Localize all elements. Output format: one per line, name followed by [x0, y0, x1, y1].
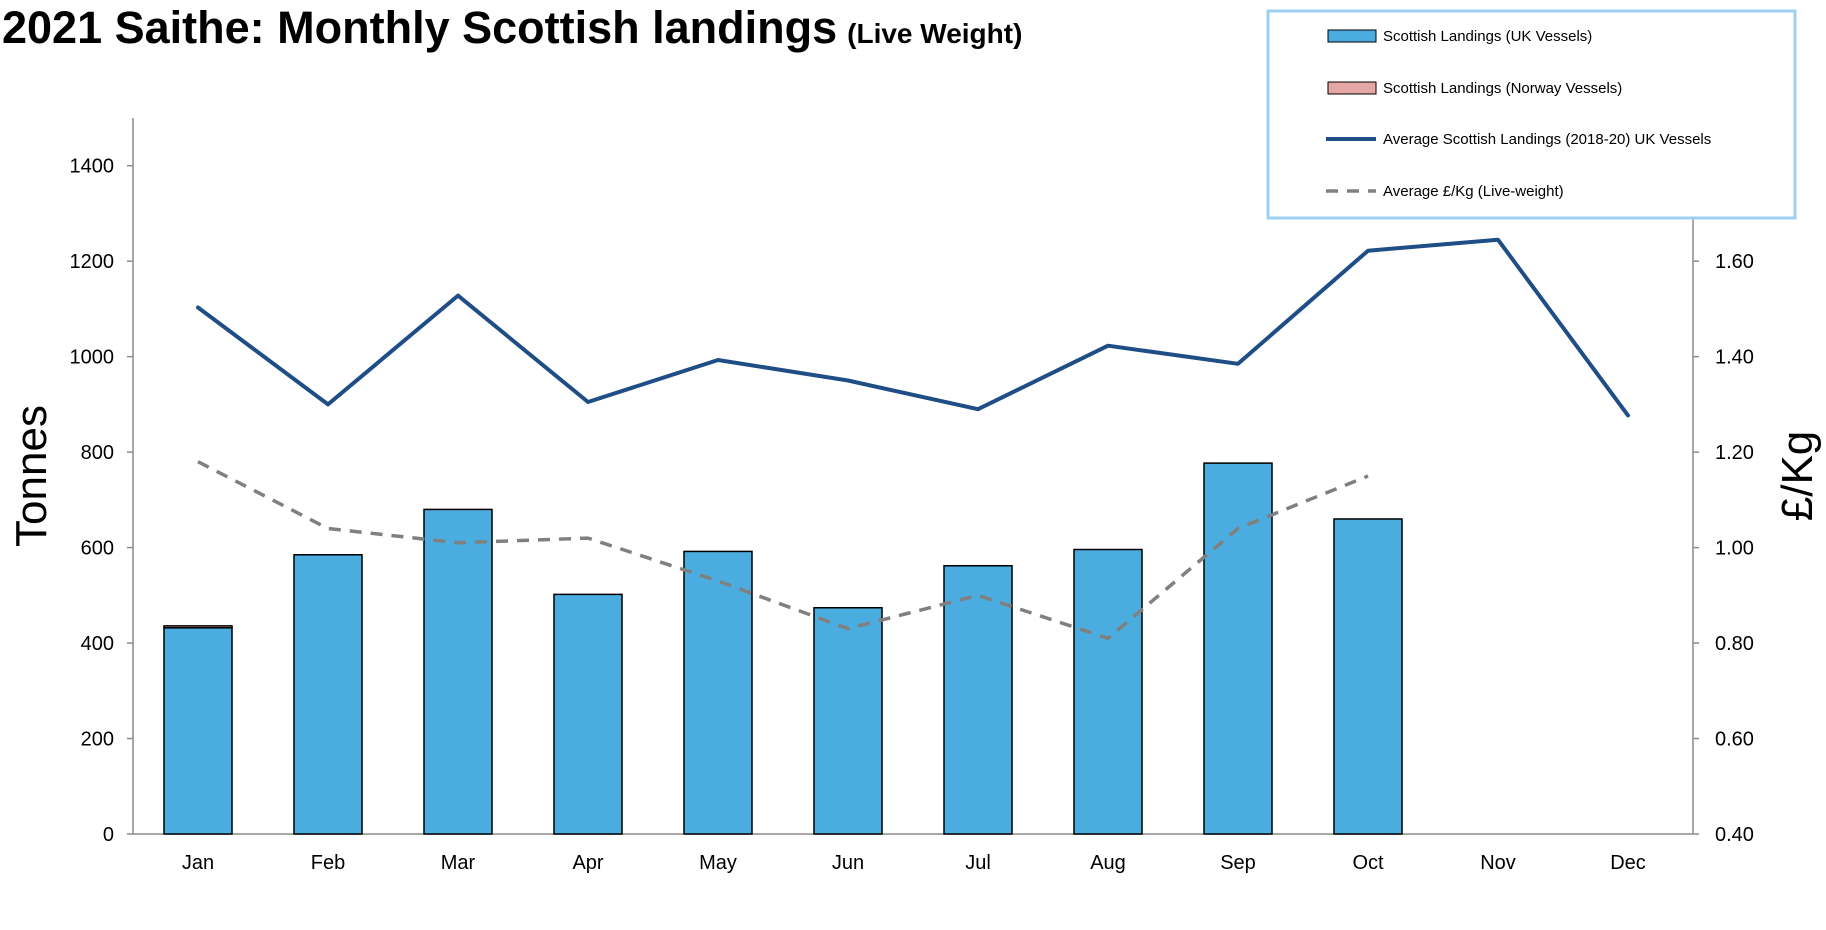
x-tick-label: Oct — [1352, 852, 1384, 874]
bar-uk-vessels — [1333, 518, 1403, 835]
chart-title: 2021 Saithe: Monthly Scottish landings — [2, 2, 838, 53]
y-tick-label: 200 — [81, 729, 114, 751]
bar-uk-vessels — [293, 554, 363, 835]
bar-uk-vessels — [1203, 462, 1273, 835]
legend-label: Average Scottish Landings (2018-20) UK V… — [1383, 131, 1711, 148]
y-tick-label: 1200 — [70, 251, 115, 273]
y-tick-label: 400 — [81, 633, 114, 655]
y2-tick-label: 0.60 — [1715, 729, 1754, 751]
bar-uk-vessels — [1073, 548, 1143, 835]
chart-subtitle: (Live Weight) — [847, 18, 1023, 49]
y-tick-label: 0 — [103, 824, 114, 846]
x-tick-label: Jul — [965, 852, 991, 874]
y2-tick-label: 1.20 — [1715, 442, 1754, 464]
y-axis-title: Tonnes — [7, 405, 56, 547]
bar-uk-vessels — [943, 564, 1013, 835]
x-tick-label: Apr — [572, 852, 603, 874]
y-tick-label: 800 — [81, 442, 114, 464]
x-tick-label: May — [699, 852, 737, 874]
y2-tick-label: 0.80 — [1715, 633, 1754, 655]
legend-label: Average £/Kg (Live-weight) — [1383, 183, 1564, 200]
x-tick-label: Jun — [832, 852, 864, 874]
y-tick-label: 1400 — [70, 156, 115, 178]
x-tick-label: Feb — [311, 852, 345, 874]
y2-tick-label: 1.60 — [1715, 251, 1754, 273]
legend-swatch — [1327, 81, 1377, 95]
y-tick-label: 1000 — [70, 347, 115, 369]
bar-uk-vessels — [163, 627, 233, 835]
x-tick-label: Jan — [182, 852, 214, 874]
x-tick-label: Nov — [1480, 852, 1516, 874]
bar-uk-vessels — [553, 593, 623, 835]
legend-swatch — [1327, 29, 1377, 43]
bar-uk-vessels — [813, 606, 883, 835]
y-tick-label: 600 — [81, 538, 114, 560]
y2-tick-label: 1.00 — [1715, 538, 1754, 560]
x-tick-label: Aug — [1090, 852, 1126, 874]
series-line-average-price — [197, 460, 1369, 641]
legend-label: Scottish Landings (Norway Vessels) — [1383, 80, 1622, 97]
y2-tick-label: 1.40 — [1715, 347, 1754, 369]
y2-tick-label: 0.40 — [1715, 824, 1754, 846]
x-tick-label: Sep — [1220, 852, 1256, 874]
x-tick-label: Mar — [441, 852, 476, 874]
bar-norway-vessels — [163, 625, 233, 629]
legend-box — [1266, 9, 1797, 220]
legend-label: Scottish Landings (UK Vessels) — [1383, 28, 1592, 45]
bar-uk-vessels — [423, 508, 493, 835]
chart-title-block: 2021 Saithe: Monthly Scottish landings (L… — [2, 2, 1022, 54]
legend: Scottish Landings (UK Vessels) Scottish L… — [1266, 9, 1797, 220]
series-line-average-landings — [196, 237, 1630, 418]
y2-axis-title: £/Kg — [1773, 431, 1822, 522]
x-tick-label: Dec — [1610, 852, 1646, 874]
bar-uk-vessels — [683, 550, 753, 835]
